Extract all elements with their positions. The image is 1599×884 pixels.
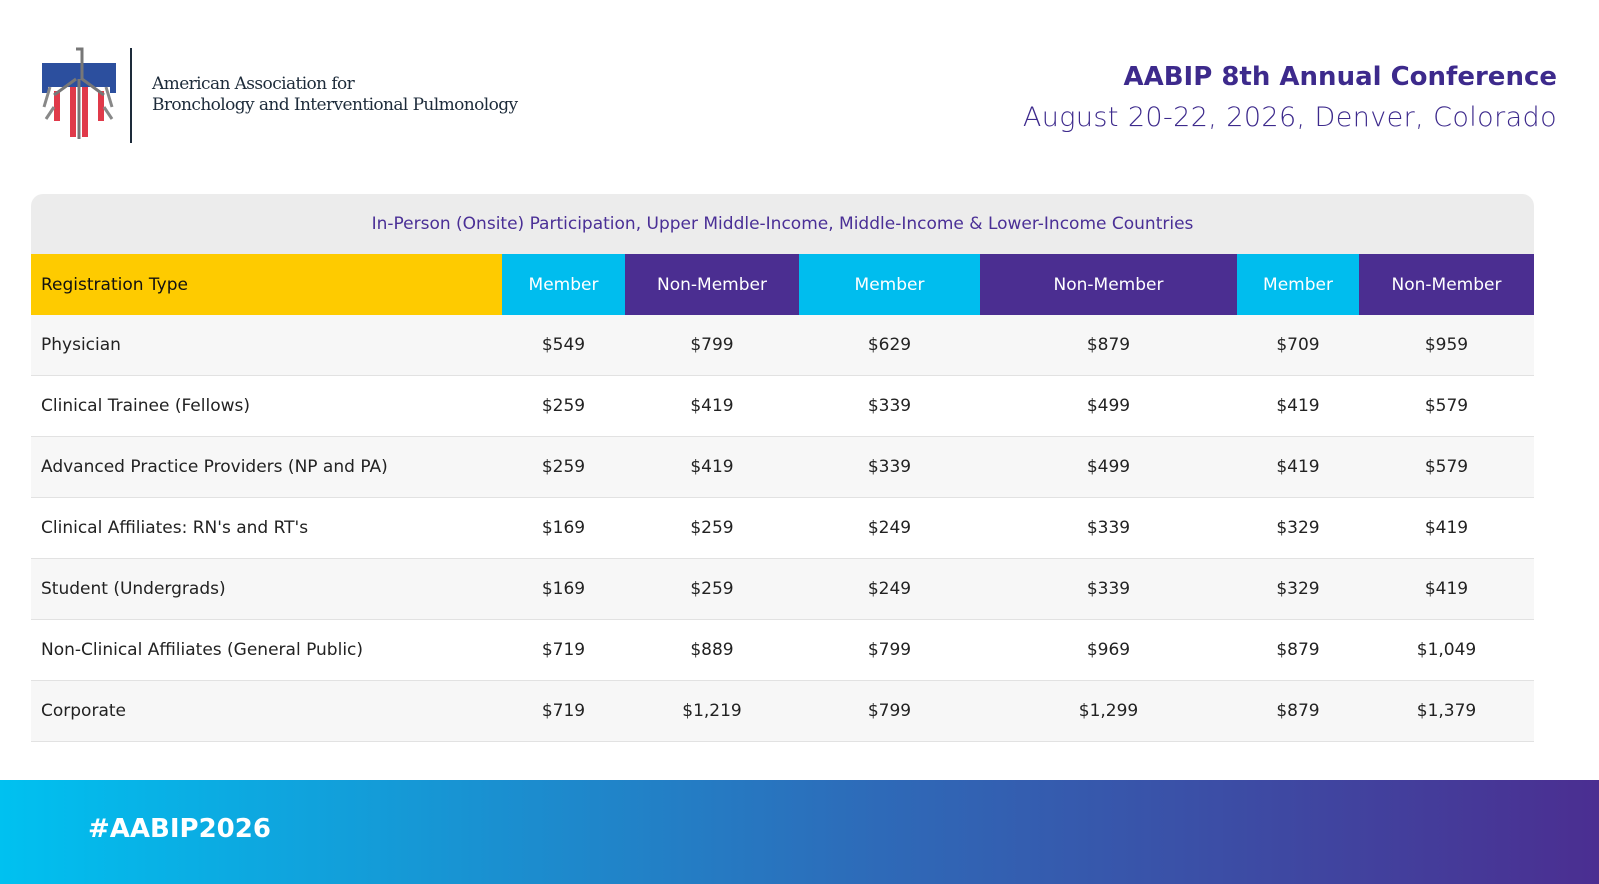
price-cell: $579 xyxy=(1424,457,1469,477)
price-cell: $629 xyxy=(867,335,912,355)
table-row: Clinical Trainee (Fellows) $259 $419 $339 $4… xyxy=(31,376,1534,437)
price-cell: $1,379 xyxy=(1416,701,1477,721)
header-non-member: Non-Member xyxy=(625,254,799,315)
price-cell: $719 xyxy=(541,701,586,721)
price-cell: $329 xyxy=(1276,518,1320,538)
registration-type-cell: Clinical Affiliates: RN's and RT's xyxy=(41,518,309,538)
header-non-member: Non-Member xyxy=(980,254,1237,315)
price-cell: $249 xyxy=(867,518,912,538)
price-cell: $169 xyxy=(541,579,586,599)
price-cell: $879 xyxy=(1276,701,1320,721)
hashtag: #AABIP2026 xyxy=(88,814,271,844)
price-cell: $419 xyxy=(690,457,734,477)
header-member: Member xyxy=(502,254,625,315)
logo-divider xyxy=(130,47,132,143)
price-cell: $419 xyxy=(1276,457,1320,477)
price-cell: $419 xyxy=(1424,579,1469,599)
table-row: Corporate $719 $1,219 $799 $1,299 $879 $1,379 xyxy=(31,681,1534,742)
footer-banner: #AABIP2026 xyxy=(0,780,1599,884)
price-cell: $549 xyxy=(541,335,586,355)
org-name-line2: Bronchology and Interventional Pulmonolo… xyxy=(152,95,518,115)
table-body: Physician $549 $799 $629 $879 $709 $959 Clinica… xyxy=(31,315,1534,742)
price-cell: $339 xyxy=(867,457,912,477)
price-cell: $259 xyxy=(690,579,734,599)
price-cell: $329 xyxy=(1276,579,1320,599)
price-cell: $889 xyxy=(690,640,734,660)
header-registration-type: Registration Type xyxy=(31,254,502,315)
price-cell: $1,049 xyxy=(1416,640,1477,660)
table-row: Advanced Practice Providers (NP and PA) $… xyxy=(31,437,1534,498)
registration-type-cell: Corporate xyxy=(41,701,126,721)
registration-type-cell: Student (Undergrads) xyxy=(41,579,226,599)
price-cell: $719 xyxy=(541,640,586,660)
price-cell: $879 xyxy=(1276,640,1320,660)
table-header-row: Registration Type Member Non-Member Memb… xyxy=(31,254,1534,315)
conference-dates: August 20-22, 2026, Denver, Colorado xyxy=(1022,102,1557,133)
price-cell: $249 xyxy=(867,579,912,599)
header-member: Member xyxy=(1237,254,1359,315)
conference-title: AABIP 8th Annual Conference xyxy=(1123,62,1558,92)
price-cell: $259 xyxy=(541,457,586,477)
table-row: Student (Undergrads) $169 $259 $249 $339 $329… xyxy=(31,559,1534,620)
price-cell: $579 xyxy=(1424,396,1469,416)
price-cell: $259 xyxy=(541,396,586,416)
price-cell: $799 xyxy=(867,640,912,660)
price-cell: $169 xyxy=(541,518,586,538)
conference-info: AABIP 8th Annual Conference August 20-22… xyxy=(1023,62,1557,133)
table-row: Non-Clinical Affiliates (General Public)… xyxy=(31,620,1534,681)
org-name-line1: American Association for xyxy=(152,74,355,94)
table-row: Physician $549 $799 $629 $879 $709 $959 xyxy=(31,315,1534,376)
price-cell: $419 xyxy=(1276,396,1320,416)
price-cell: $799 xyxy=(690,335,734,355)
price-cell: $969 xyxy=(1086,640,1131,660)
org-name: American Association for Bronchology and… xyxy=(152,74,518,116)
price-cell: $339 xyxy=(1086,518,1131,538)
price-cell: $799 xyxy=(867,701,912,721)
lungs-logo-icon xyxy=(42,47,116,139)
price-cell: $339 xyxy=(1086,579,1131,599)
price-cell: $259 xyxy=(690,518,734,538)
price-cell: $419 xyxy=(1424,518,1469,538)
price-cell: $1,299 xyxy=(1078,701,1139,721)
price-cell: $959 xyxy=(1424,335,1469,355)
price-cell: $419 xyxy=(690,396,734,416)
table-caption: In-Person (Onsite) Participation, Upper … xyxy=(31,194,1534,254)
price-cell: $499 xyxy=(1086,457,1131,477)
registration-type-cell: Clinical Trainee (Fellows) xyxy=(41,396,250,416)
registration-type-cell: Advanced Practice Providers (NP and PA) xyxy=(41,457,388,477)
registration-type-cell: Physician xyxy=(41,335,121,355)
price-cell: $499 xyxy=(1086,396,1131,416)
aabip-logo: American Association for Bronchology and… xyxy=(40,47,518,143)
table-row: Clinical Affiliates: RN's and RT's $169 $2… xyxy=(31,498,1534,559)
registration-type-cell: Non-Clinical Affiliates (General Public) xyxy=(41,640,364,660)
price-cell: $879 xyxy=(1086,335,1131,355)
price-cell: $1,219 xyxy=(682,701,742,721)
header-member: Member xyxy=(799,254,980,315)
header-non-member: Non-Member xyxy=(1359,254,1534,315)
price-cell: $709 xyxy=(1276,335,1320,355)
price-cell: $339 xyxy=(867,396,912,416)
pricing-table: In-Person (Onsite) Participation, Upper … xyxy=(31,194,1534,742)
